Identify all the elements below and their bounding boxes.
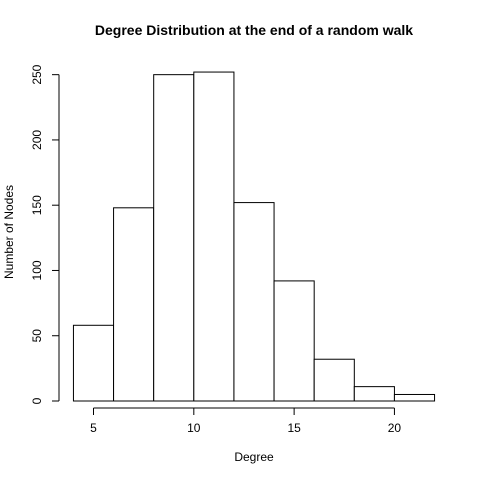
histogram-bar (274, 281, 314, 401)
bars-group (73, 72, 434, 401)
histogram-bar (194, 72, 234, 401)
histogram-bar (154, 75, 194, 401)
y-axis: 0 50 100 150 200 250 (30, 64, 59, 404)
x-tick-label: 15 (287, 421, 301, 435)
histogram-bar (234, 203, 274, 401)
histogram-bar (394, 394, 434, 401)
histogram-bar (314, 359, 354, 401)
x-axis-label: Degree (234, 450, 274, 464)
x-tick-label: 5 (90, 421, 97, 435)
x-tick-label: 20 (388, 421, 402, 435)
y-axis-label: Number of Nodes (2, 185, 16, 279)
chart-title: Degree Distribution at the end of a rand… (95, 22, 413, 38)
x-tick-label: 10 (187, 421, 201, 435)
histogram-bar (354, 387, 394, 401)
y-tick-label: 250 (30, 64, 44, 84)
histogram-bar (73, 325, 113, 401)
y-tick-label: 0 (30, 397, 44, 404)
histogram-bar (114, 208, 154, 401)
y-tick-label: 50 (30, 329, 44, 343)
y-tick-label: 200 (30, 130, 44, 150)
y-tick-label: 150 (30, 195, 44, 215)
x-axis: 5 10 15 20 (90, 408, 401, 435)
y-tick-label: 100 (30, 260, 44, 280)
